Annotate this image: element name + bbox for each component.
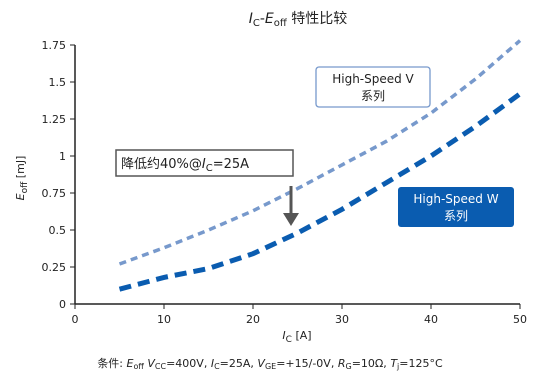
legend-v-line2: 系列	[361, 89, 385, 103]
cond-3-sub: GE	[265, 362, 276, 371]
series-line-high-speed-w	[118, 91, 522, 292]
reduction-pre: 降低约40%@	[121, 157, 202, 172]
cond-2-sub: C	[214, 362, 220, 371]
cond-5-var: T	[390, 357, 398, 370]
cond-0-sub: off	[133, 362, 144, 371]
chart-title: IC-Eoff 特性比较	[249, 11, 348, 29]
x-tick-label: 40	[424, 313, 438, 326]
cond-4-var: R	[338, 357, 346, 370]
cond-5-sub: j	[396, 362, 399, 371]
x-tick-label: 10	[157, 313, 171, 326]
y-tick-label: 0.25	[42, 261, 67, 274]
reduction-arrow	[283, 186, 299, 226]
x-tick-label: 50	[513, 313, 527, 326]
x-axis-label: IC [A]	[282, 329, 311, 345]
reduction-sub: C	[206, 163, 213, 174]
reduction-post: =25A	[213, 157, 249, 172]
y-tick-label: 0.5	[49, 224, 67, 237]
y-tick-label: 1.5	[49, 76, 67, 89]
cond-1-sub: CC	[155, 362, 167, 371]
cond-3-var: V	[257, 357, 266, 370]
ylabel-unit: [mJ]	[14, 156, 27, 182]
x-tick-label: 0	[72, 313, 79, 326]
cond-0-var: E	[127, 357, 134, 370]
conditions-lead: 条件:	[97, 356, 123, 370]
cond-4-text: =10Ω,	[352, 357, 391, 370]
title-e: E	[265, 11, 274, 27]
y-tick-label: 1.75	[42, 39, 67, 52]
cond-3-text: =+15/-0V,	[276, 357, 338, 370]
conditions-text: 条件: Eoff VCC=400V, IC=25A, VGE=+15/-0V, …	[97, 356, 443, 371]
cond-1-var: V	[147, 357, 156, 370]
title-rest: 特性比较	[287, 11, 347, 27]
cond-4-sub: G	[345, 362, 351, 371]
xlabel-var: I	[282, 329, 285, 342]
y-axis-label: Eoff [mJ]	[14, 156, 30, 201]
legend-w-line2: 系列	[444, 209, 468, 223]
cond-1-text: =400V,	[166, 357, 211, 370]
y-ticks: 0 0.25 0.5 0.75 1 1.25 1.5 1.75	[42, 39, 75, 311]
legend-v-line1: High-Speed V	[332, 72, 414, 86]
legend-high-speed-w: High-Speed W 系列	[398, 187, 514, 227]
cond-2-text: =25A,	[220, 357, 258, 370]
title-e-sub: off	[274, 18, 288, 29]
ylabel-sub: off	[20, 181, 30, 194]
title-i-sub: C	[253, 18, 260, 29]
title-i: I	[249, 11, 253, 27]
y-tick-label: 1.25	[42, 113, 67, 126]
ylabel-var: E	[14, 193, 27, 200]
legend-w-line1: High-Speed W	[413, 192, 498, 206]
legend-high-speed-v: High-Speed V 系列	[315, 66, 431, 108]
x-ticks: 0 10 20 30 40 50	[72, 304, 527, 326]
xlabel-unit: [A]	[292, 329, 312, 342]
reduction-text: 降低约40%@IC=25A	[121, 157, 249, 174]
x-tick-label: 20	[246, 313, 260, 326]
x-tick-label: 30	[335, 313, 349, 326]
cond-5-text: =125°C	[399, 357, 443, 370]
xlabel-sub: C	[286, 335, 292, 345]
reduction-annotation: 降低约40%@IC=25A	[115, 149, 294, 177]
y-tick-label: 0.75	[42, 187, 67, 200]
cond-2-var: I	[211, 357, 214, 370]
y-tick-label: 0	[59, 298, 66, 311]
reduction-var: I	[202, 157, 206, 172]
title-dash: -	[260, 11, 265, 27]
y-tick-label: 1	[59, 150, 66, 163]
series-line-high-speed-v	[118, 39, 522, 266]
